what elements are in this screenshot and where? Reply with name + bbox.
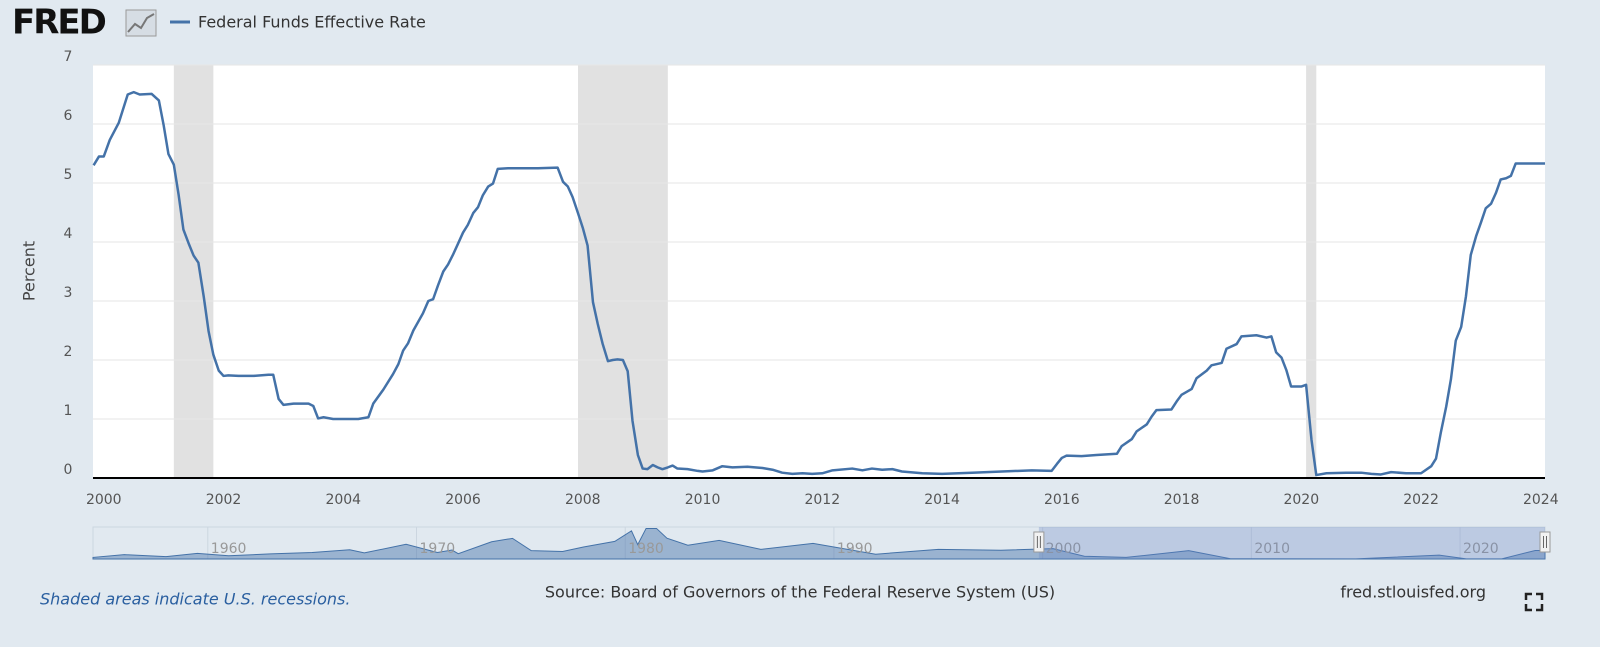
navigator-tick-label: 1990: [837, 541, 873, 557]
x-tick-label: 2020: [1283, 492, 1319, 508]
navigator-tick-label: 2010: [1254, 541, 1290, 557]
navigator-tick-label: 1980: [628, 541, 664, 557]
navigator-tick-label: 1970: [420, 541, 456, 557]
recession-band: [173, 65, 214, 478]
x-tick-label: 2006: [445, 492, 481, 508]
x-tick-label: 2018: [1164, 492, 1200, 508]
navigator-tick-label: 1960: [211, 541, 247, 557]
legend-label[interactable]: Federal Funds Effective Rate: [198, 13, 426, 32]
navigator-selection: [1038, 527, 1545, 559]
site-link[interactable]: fred.stlouisfed.org: [1340, 583, 1486, 602]
source: Source: Board of Governors of the Federa…: [545, 583, 1055, 602]
navigator-handle[interactable]: [1033, 531, 1045, 553]
logo[interactable]: FRED: [12, 3, 108, 43]
fullscreen-icon[interactable]: [1524, 592, 1544, 612]
y-tick-label: 1: [64, 403, 73, 419]
x-tick-label: 2008: [565, 492, 601, 508]
recession-note: Shaded areas indicate U.S. recessions.: [40, 590, 350, 609]
x-tick-label: 2002: [206, 492, 242, 508]
y-tick-label: 0: [64, 462, 73, 478]
navigator-tick-label: 2000: [1046, 541, 1082, 557]
handle-body: [1033, 531, 1045, 553]
x-tick-label: 2024: [1523, 492, 1559, 508]
x-tick-label: 2022: [1403, 492, 1439, 508]
y-tick-label: 5: [64, 167, 73, 183]
y-tick-label: 2: [64, 344, 73, 360]
y-tick-label: 3: [64, 285, 73, 301]
x-tick-label: 2012: [804, 492, 840, 508]
plot-area: [93, 65, 1545, 478]
x-tick-label: 2010: [685, 492, 721, 508]
y-tick-label: 6: [64, 108, 73, 124]
recession-band: [577, 65, 668, 478]
x-tick-label: 2014: [924, 492, 960, 508]
logo-icon: [125, 9, 157, 37]
data-line: [92, 90, 1545, 477]
y-tick-label: 7: [64, 49, 73, 65]
navigator-background: [92, 526, 1546, 560]
handle-body: [1539, 531, 1551, 553]
x-tick-label: 2004: [325, 492, 361, 508]
x-tick-label: 2016: [1044, 492, 1080, 508]
navigator-handle[interactable]: [1539, 531, 1551, 553]
x-tick-label: 2000: [86, 492, 122, 508]
navigator-tick-label: 2020: [1463, 541, 1499, 557]
navigator-area: [92, 527, 1546, 560]
y-tick-label: 4: [64, 226, 73, 242]
y-axis-label: Percent: [20, 241, 39, 301]
recession-band: [1306, 65, 1317, 478]
